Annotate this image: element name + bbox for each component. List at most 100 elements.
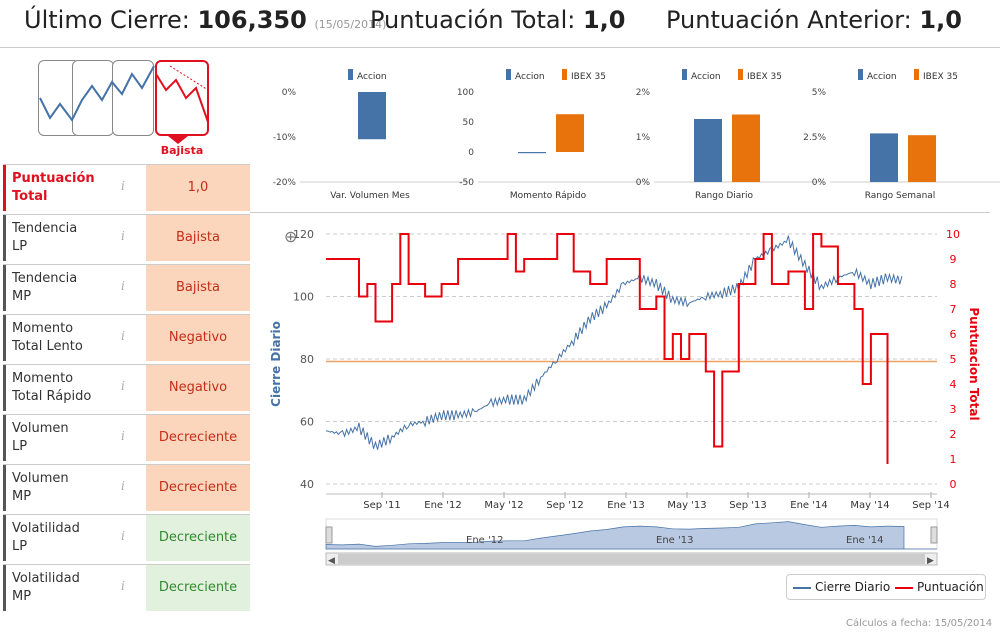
score-label: Tendencia MP — [3, 265, 145, 311]
y-tick-label: 0% — [282, 88, 297, 98]
scroll-left-arrow: ◀ — [328, 556, 335, 566]
score-label: Volumen LP — [3, 415, 145, 461]
total-score-value: 1,0 — [582, 6, 626, 34]
info-icon[interactable]: i — [121, 179, 125, 193]
score-label-line2: LP — [12, 239, 28, 254]
score-label: Puntuación Total — [3, 165, 145, 211]
score-row: Tendencia LP i Bajista — [3, 214, 250, 261]
navigator-handle-left — [325, 526, 333, 544]
x-tick-label: Sep '14 — [912, 500, 950, 511]
legend-swatch — [562, 69, 567, 80]
info-icon[interactable]: i — [121, 529, 125, 543]
bar — [358, 92, 386, 140]
zoom-icon: ⊕ — [284, 227, 297, 246]
score-label-line1: Volatilidad — [12, 571, 80, 586]
info-icon[interactable]: i — [121, 429, 125, 443]
scroll-right-arrow: ▶ — [927, 556, 934, 566]
legend-swatches — [793, 587, 913, 589]
navigator-handle-right — [930, 526, 938, 544]
previous-score-value: 1,0 — [919, 6, 962, 34]
score-series-line — [326, 233, 889, 464]
score-label: Volumen MP — [3, 465, 145, 511]
chart-title: Rango Diario — [695, 191, 754, 201]
bar — [732, 114, 760, 182]
info-icon[interactable]: i — [121, 479, 125, 493]
info-icon[interactable]: i — [121, 379, 125, 393]
score-row: Volumen MP i Decreciente — [3, 464, 250, 511]
trend-indicator: Bajista — [38, 60, 210, 160]
y-right-tick: 10 — [946, 228, 960, 241]
legend-item-price[interactable]: Cierre Diario — [815, 580, 891, 594]
score-label: Momento Total Lento — [3, 315, 145, 361]
y-left-tick: 100 — [293, 291, 314, 304]
y-tick-label: 0 — [468, 148, 474, 158]
chart-title: Rango Semanal — [865, 191, 936, 201]
last-close-date: (15/05/2014) — [314, 18, 387, 31]
y-left-label: Cierre Diario — [269, 321, 283, 407]
price-series-line — [325, 235, 903, 450]
legend-swatch — [506, 69, 511, 80]
score-row: Volatilidad MP i Decreciente — [3, 564, 250, 611]
info-icon[interactable]: i — [121, 279, 125, 293]
info-icon[interactable]: i — [121, 229, 125, 243]
y-tick-label: 5% — [812, 88, 827, 98]
score-label: Volatilidad MP — [3, 565, 145, 611]
legend-label: IBEX 35 — [571, 72, 606, 82]
y-tick-label: -20% — [273, 178, 297, 188]
bar — [908, 135, 936, 182]
x-tick-label: Ene '14 — [790, 500, 827, 511]
mini-chart-3: Accion IBEX 35 2% 1% 0% Rango Diario — [636, 69, 824, 201]
mini-bar-charts: Accion 0% -10% -20% Var. Volumen Mes Accion IB… — [273, 69, 1000, 201]
y-tick-label: -10% — [273, 133, 297, 143]
y-right-tick: 5 — [950, 353, 957, 366]
y-tick-label: 0% — [636, 178, 651, 188]
score-value: Negativo — [146, 315, 250, 361]
info-icon[interactable]: i — [121, 579, 125, 593]
footer-date: Cálculos a fecha: 15/05/2014 — [846, 618, 993, 629]
last-close-value: 106,350 — [197, 6, 307, 34]
y-left-tick: 60 — [300, 416, 314, 429]
score-label-line2: MP — [12, 489, 32, 504]
y-right-tick: 1 — [950, 453, 957, 466]
score-value: Bajista — [146, 265, 250, 311]
bar — [518, 152, 546, 154]
score-label-line1: Momento — [12, 321, 74, 336]
navigator-area — [325, 521, 937, 550]
legend-swatch — [858, 69, 863, 80]
score-row: Puntuación Total i 1,0 — [3, 164, 250, 211]
score-label-line1: Tendencia — [12, 221, 78, 236]
score-value: Negativo — [146, 365, 250, 411]
legend-swatch — [348, 69, 353, 80]
y-right-tick: 6 — [950, 328, 957, 341]
bar — [694, 119, 722, 182]
legend-label: Accion — [515, 72, 545, 82]
x-tick-label: Sep '13 — [729, 500, 767, 511]
y-tick-label: 2.5% — [803, 133, 826, 143]
chart-title: Var. Volumen Mes — [330, 191, 410, 201]
y-right-tick: 9 — [950, 253, 957, 266]
legend-swatch — [914, 69, 919, 80]
score-label-line1: Puntuación — [12, 171, 95, 186]
legend-swatch — [738, 69, 743, 80]
legend-label: Accion — [691, 72, 721, 82]
score-label-line1: Momento — [12, 371, 74, 386]
legend-item-score[interactable]: Puntuación — [917, 580, 984, 594]
mini-chart-2: Accion IBEX 35 100 50 0 -50 Momento Rápido — [457, 69, 648, 201]
score-label-line1: Tendencia — [12, 271, 78, 286]
main-chart-legend[interactable]: Cierre Diario Puntuación — [786, 574, 986, 600]
x-tick-label: Sep '11 — [363, 500, 401, 511]
divider — [250, 212, 990, 213]
score-label: Tendencia LP — [3, 215, 145, 261]
navigator-tick: Ene '12 — [466, 535, 503, 546]
score-row: Tendencia MP i Bajista — [3, 264, 250, 311]
y-tick-label: 2% — [636, 88, 651, 98]
score-label-line2: Total Lento — [12, 339, 83, 354]
score-label-line2: MP — [12, 289, 32, 304]
info-icon[interactable]: i — [121, 329, 125, 343]
bar — [556, 114, 584, 152]
header: Último Cierre: 106,350 (15/05/2014) Punt… — [0, 0, 1000, 48]
x-tick-label: Ene '13 — [607, 500, 644, 511]
score-row: Momento Total Lento i Negativo — [3, 314, 250, 361]
navigator-tick: Ene '13 — [656, 535, 693, 546]
x-tick-label: May '13 — [667, 500, 706, 511]
